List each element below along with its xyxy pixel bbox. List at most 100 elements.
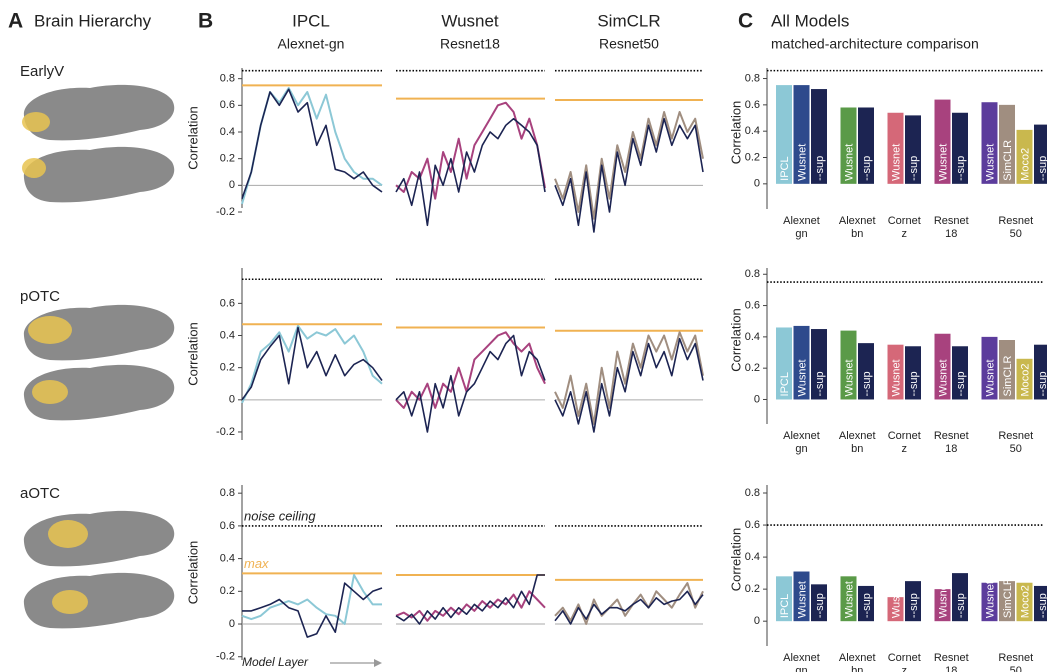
group-label: z <box>902 665 908 672</box>
series-line <box>554 117 704 233</box>
annotation: noise ceiling <box>244 508 316 523</box>
y-tick-label: 0.8 <box>745 72 760 84</box>
series-line <box>241 88 383 199</box>
bar-label: --sup <box>1037 156 1047 181</box>
bar <box>840 107 857 184</box>
y-tick-label: 0.6 <box>745 99 760 111</box>
group-label: bn <box>851 665 863 672</box>
y-tick-label: 0.6 <box>220 99 235 111</box>
y-tick-label: 0.4 <box>220 126 235 138</box>
column-title: SimCLR <box>597 11 660 30</box>
bar-label: --sup <box>814 371 826 396</box>
bar <box>1016 582 1033 622</box>
group-label: Resnet <box>998 430 1033 442</box>
y-tick-label: 0 <box>229 394 235 406</box>
bar <box>1034 585 1047 622</box>
series-line <box>395 117 546 227</box>
panel-title: All Models <box>771 11 849 30</box>
y-tick-label: 0.6 <box>745 299 760 311</box>
bar <box>811 89 827 184</box>
bar-label: IPCL <box>779 372 791 396</box>
series-line <box>554 590 704 625</box>
group-label: Alexnet <box>839 215 876 227</box>
bar-label: --sup <box>861 156 873 181</box>
bar <box>776 327 792 400</box>
bar-label: Wusnet <box>984 581 996 618</box>
bar-label: --sup <box>955 593 967 618</box>
bar <box>981 336 998 400</box>
bar <box>793 85 810 184</box>
bar-label: Wusnet <box>890 359 902 396</box>
group-label: 18 <box>945 665 957 672</box>
bar <box>776 576 792 622</box>
y-tick-label: 0.4 <box>745 331 760 343</box>
group-label: gn <box>795 228 807 240</box>
series-line <box>554 111 704 220</box>
y-tick-label: -0.2 <box>216 651 235 663</box>
group-label: 18 <box>945 228 957 240</box>
bar <box>776 85 792 184</box>
column-subtitle: Resnet50 <box>599 36 659 52</box>
bar-label: SimCLR <box>1002 355 1014 396</box>
bar-label: Wusnet <box>843 581 855 618</box>
y-tick-label: -0.2 <box>216 206 235 218</box>
column-title: IPCL <box>292 11 330 30</box>
group-label: Resnet <box>934 215 969 227</box>
panel-letter: B <box>198 10 213 33</box>
x-axis-arrowhead <box>374 659 382 667</box>
bar <box>887 597 904 622</box>
y-tick-label: 0.8 <box>220 487 235 499</box>
y-tick-label: 0.2 <box>745 151 760 163</box>
group-label: Alexnet <box>783 652 820 664</box>
bar-label: --sup <box>814 156 826 181</box>
bar <box>840 576 857 622</box>
panel-letter: A <box>8 10 23 33</box>
bar-label: --sup <box>861 593 873 618</box>
y-tick-label: 0.4 <box>220 329 235 341</box>
y-axis-label: Correlation <box>728 308 743 372</box>
series-line <box>554 337 704 433</box>
column-subtitle: Alexnet-gn <box>278 36 345 52</box>
y-tick-label: 0 <box>229 179 235 191</box>
bar <box>981 102 998 184</box>
group-label: gn <box>795 443 807 455</box>
bar-label: Wusnet <box>937 359 949 396</box>
bar <box>999 581 1015 622</box>
bar <box>811 584 827 622</box>
bar <box>934 333 951 400</box>
y-axis-label: Correlation <box>185 541 200 605</box>
x-axis-label: Model Layer <box>242 655 309 669</box>
panel-subtitle: matched-architecture comparison <box>771 36 979 52</box>
group-label: Resnet <box>998 652 1033 664</box>
group-label: z <box>902 228 908 240</box>
bar-label: --sup <box>955 371 967 396</box>
y-axis-label: Correlation <box>185 322 200 386</box>
bar-label: Wusnet <box>937 144 949 181</box>
y-tick-label: 0.8 <box>220 73 235 85</box>
bar <box>999 340 1015 400</box>
y-tick-label: 0.2 <box>745 583 760 595</box>
y-tick-label: 0.6 <box>220 520 235 532</box>
bar <box>858 343 874 400</box>
bar-label: Wusnet <box>796 144 808 181</box>
bar <box>793 571 810 622</box>
bar <box>934 589 951 622</box>
bar-label: --sup <box>814 593 826 618</box>
bar <box>1034 344 1047 400</box>
y-tick-label: 0.2 <box>745 362 760 374</box>
group-label: Resnet <box>934 652 969 664</box>
group-label: 50 <box>1010 665 1022 672</box>
series-line <box>241 326 383 401</box>
y-tick-label: 0 <box>229 618 235 630</box>
bar-label: Wusnet <box>984 144 996 181</box>
group-label: bn <box>851 443 863 455</box>
bar-label: Moco2 <box>1019 363 1031 396</box>
bar <box>934 99 951 184</box>
bar-label: Wusnet <box>984 359 996 396</box>
bar <box>981 582 998 622</box>
y-axis-label: Correlation <box>185 106 200 170</box>
bar <box>811 329 827 400</box>
bar-label: Wusnet <box>937 581 949 618</box>
bar-label: Wusnet <box>890 144 902 181</box>
